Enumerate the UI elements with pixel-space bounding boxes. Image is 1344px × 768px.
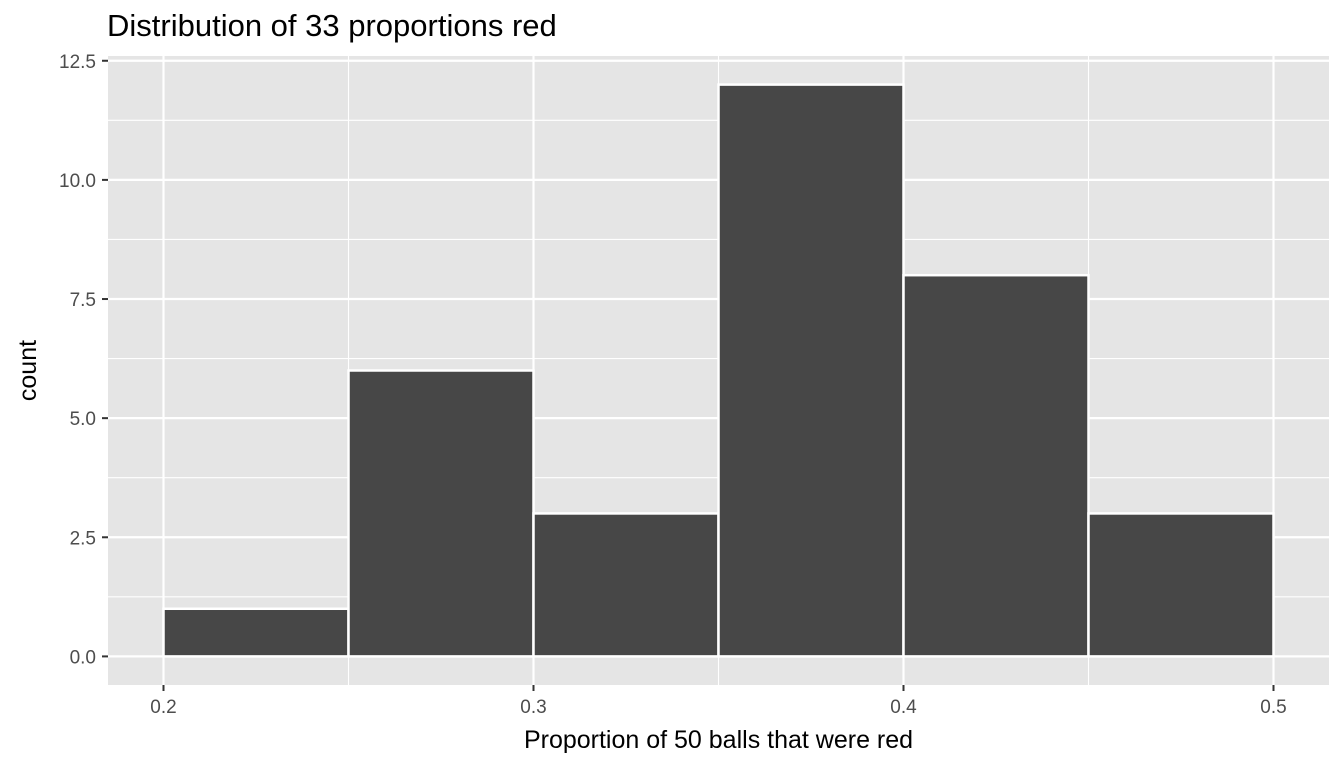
y-axis: 0.0 2.5 5.0 7.5 10.0 12.5: [59, 52, 108, 668]
y-tick-label: 7.5: [70, 290, 96, 311]
x-tick-label: 0.2: [150, 697, 176, 718]
y-tick-label: 2.5: [70, 528, 96, 549]
x-axis-title: Proportion of 50 balls that were red: [524, 726, 913, 754]
x-tick-label: 0.3: [520, 697, 546, 718]
y-tick-label: 5.0: [70, 409, 96, 430]
histogram-bar: [1087, 512, 1275, 658]
histogram-bar: [717, 83, 905, 658]
y-axis-title: count: [14, 340, 42, 401]
histogram-bars: [162, 83, 1275, 658]
histogram-bar: [532, 512, 720, 658]
chart-title: Distribution of 33 proportions red: [107, 8, 557, 43]
x-tick-label: 0.5: [1260, 697, 1286, 718]
histogram-bar: [902, 273, 1090, 658]
y-tick-label: 12.5: [59, 52, 96, 73]
histogram-bar: [347, 369, 535, 658]
x-axis: 0.2 0.3 0.4 0.5: [150, 685, 1287, 718]
histogram-bar: [162, 607, 350, 658]
x-tick-label: 0.4: [890, 697, 917, 718]
y-tick-label: 0.0: [70, 647, 96, 668]
y-tick-label: 10.0: [59, 171, 96, 192]
